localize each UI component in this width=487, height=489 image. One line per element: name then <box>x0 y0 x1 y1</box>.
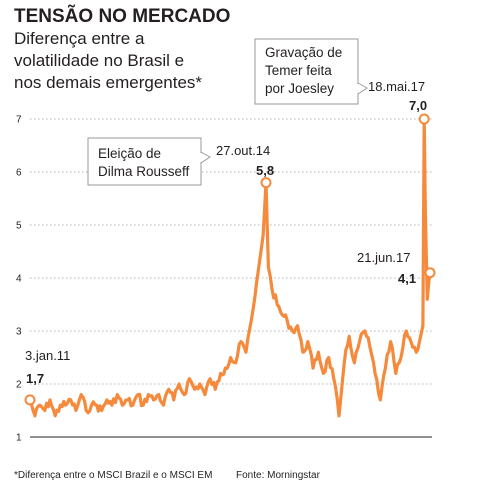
annotation-date-jun17: 21.jun.17 <box>357 250 411 265</box>
callout-temer-line-3: por Joesley <box>265 81 334 96</box>
y-tick-7: 7 <box>16 115 22 126</box>
series-line-volatility-difference <box>28 117 432 418</box>
callout-dilma: Eleição de Dilma Rousseff <box>87 137 211 186</box>
callout-temer-box <box>254 38 359 105</box>
y-tick-1: 1 <box>16 433 22 444</box>
callout-dilma-line-2: Dilma Rousseff <box>98 164 190 179</box>
callout-temer: Gravação de Temer feita por Joesley <box>254 38 368 105</box>
annotation-value-may17: 7,0 <box>409 98 427 113</box>
marker-oct14 <box>260 177 272 189</box>
callout-temer-line-1: Gravação de <box>265 45 342 60</box>
callout-dilma-pointer <box>200 151 211 164</box>
callout-dilma-box <box>87 137 202 186</box>
annotation-date-oct14: 27.out.14 <box>216 143 270 158</box>
chart-title: TENSÃO NO MERCADO <box>14 5 230 27</box>
gridlines <box>30 118 432 385</box>
annotation-date-may17: 18.mai.17 <box>368 79 425 94</box>
source: Fonte: Morningstar <box>236 470 321 481</box>
y-tick-4: 4 <box>16 274 22 285</box>
y-tick-3: 3 <box>16 327 22 338</box>
annotation-value-oct14: 5,8 <box>256 163 274 178</box>
callout-temer-pointer <box>357 82 368 95</box>
y-axis-ticks: 1 2 3 4 5 6 7 <box>16 115 22 444</box>
callout-temer-line-2: Temer feita <box>265 63 332 78</box>
annotation-value-jan11: 1,7 <box>26 371 44 386</box>
marker-jun17 <box>424 267 436 279</box>
footnote: *Diferença entre o MSCI Brazil e o MSCI … <box>14 470 212 481</box>
marker-jan11 <box>24 394 36 406</box>
annotation-date-jan11: 3.jan.11 <box>25 348 70 363</box>
y-tick-5: 5 <box>16 221 22 232</box>
y-tick-2: 2 <box>16 380 22 391</box>
chart-subtitle-line-3: nos demais emergentes* <box>14 73 202 92</box>
chart-subtitle-line-1: Diferença entre a <box>14 29 145 48</box>
y-tick-6: 6 <box>16 168 22 179</box>
chart-subtitle-line-2: volatilidade no Brasil e <box>14 51 184 70</box>
annotation-markers <box>24 113 436 406</box>
callout-dilma-line-1: Eleição de <box>98 146 161 161</box>
marker-may17 <box>418 113 430 125</box>
annotation-value-jun17: 4,1 <box>398 271 416 286</box>
